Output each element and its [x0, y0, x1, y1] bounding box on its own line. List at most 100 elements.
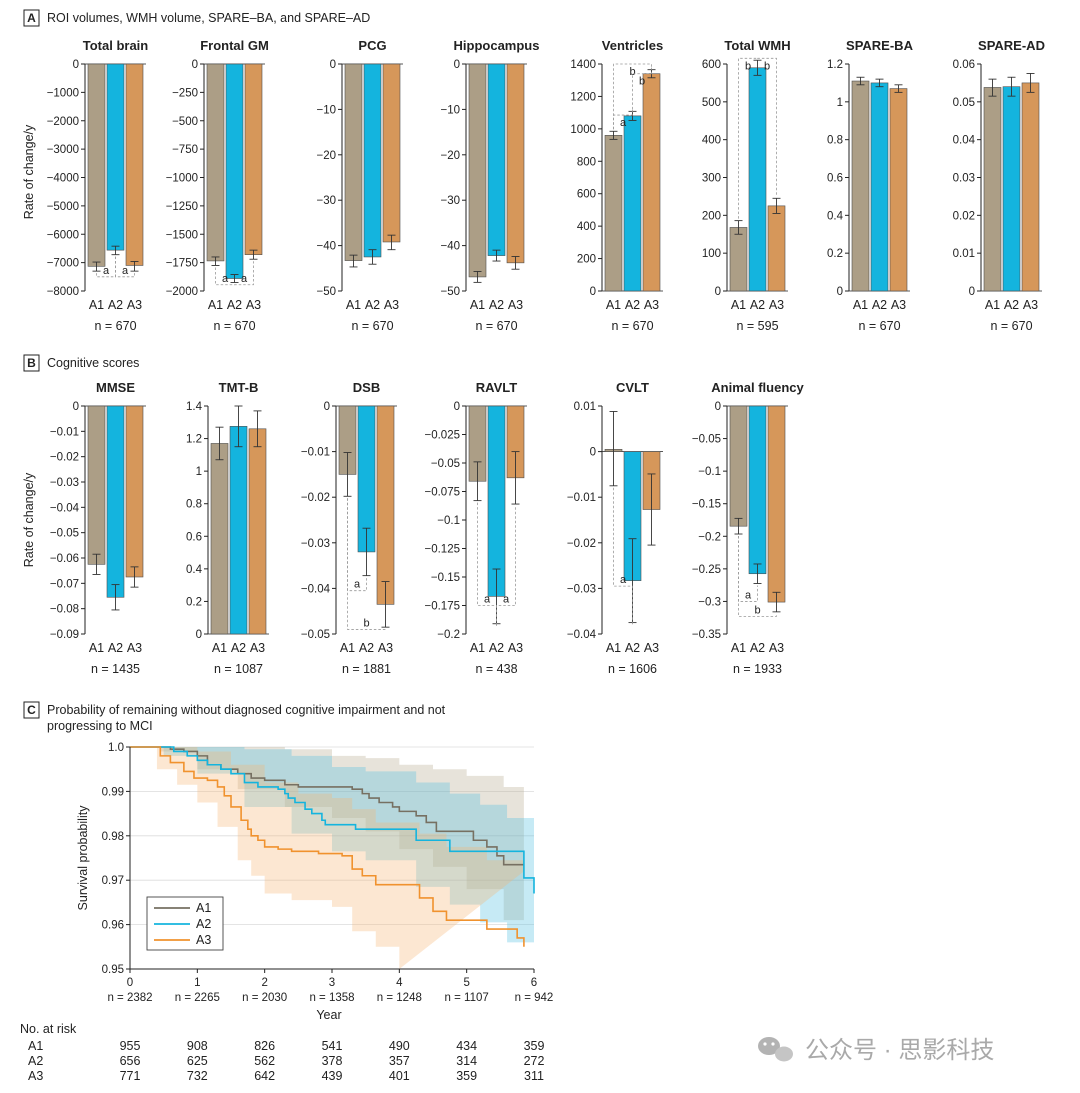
panel-b-header: B Cognitive scores: [23, 354, 139, 372]
chart-title-hippocampus: Hippocampus: [454, 38, 540, 53]
x-tick-label-a1: A1: [985, 298, 1000, 312]
y-tick-label: 0.8: [827, 135, 843, 147]
watermark: 公众号 · 思影科技: [758, 1037, 994, 1064]
y-tick-label: 800: [577, 156, 596, 168]
y-tick-label: −0.175: [425, 601, 461, 613]
x-tick-label: 3: [329, 977, 335, 989]
bar-a2: [106, 405, 125, 598]
x-tick-label: 2: [261, 977, 267, 989]
bar-a1: [604, 135, 623, 292]
bracket-line: [234, 261, 254, 286]
bar-a1: [344, 63, 363, 261]
x-tick-label-a2: A2: [365, 298, 380, 312]
chart-spare-ad: SPARE-AD 0 0.01 0.02 0.03 0.04 0.05 0.06 A1 A2 A3 n…: [953, 38, 1045, 333]
error-bar-a1: [349, 254, 358, 268]
bracket-line: [613, 63, 652, 130]
bracket-label: b: [754, 604, 760, 616]
n-label-dsb: n = 1881: [342, 662, 391, 676]
n-label-tmt-b: n = 1087: [214, 662, 263, 676]
bracket-label: a: [241, 273, 248, 285]
x-tick-label-a2: A2: [625, 641, 640, 655]
n-label-ravlt: n = 438: [475, 662, 517, 676]
bar-a2: [748, 405, 767, 575]
bar-a3: [767, 205, 786, 292]
bar-a1: [729, 405, 748, 527]
y-tick-label: −0.03: [50, 477, 79, 489]
y-tick-label: 0: [590, 286, 596, 298]
y-axis-label: Survival probability: [76, 805, 90, 911]
y-tick-label: 0: [715, 401, 721, 413]
y-tick-label: 0.05: [953, 97, 975, 109]
y-tick-label: −30: [316, 195, 336, 207]
chart-title-spare-ba: SPARE-BA: [846, 38, 914, 53]
error-bar-a3: [772, 591, 781, 613]
risk-cell: 359: [456, 1069, 477, 1083]
chart-title-dsb: DSB: [353, 380, 380, 395]
n-label-total-brain: n = 670: [94, 319, 136, 333]
y-tick-label: 0.98: [102, 831, 124, 843]
panel-b-ylabel: Rate of change/y: [22, 472, 36, 567]
error-bar-a3: [387, 234, 396, 251]
chart-ravlt: RAVLT 0 −0.025 −0.05 −0.075 −0.1 −0.125 −0.15 −0…: [425, 380, 527, 676]
y-tick-label: 0.01: [953, 248, 975, 260]
x-tick-label: 0: [127, 977, 133, 989]
n-label-mmse: n = 1435: [91, 662, 140, 676]
risk-cell: 314: [456, 1054, 477, 1068]
risk-cell: 311: [524, 1069, 544, 1083]
y-tick-label: −7000: [47, 258, 79, 270]
significance-bracket: a: [613, 487, 633, 625]
x-tick-label: 6: [531, 977, 537, 989]
x-tick-label-a1: A1: [346, 298, 361, 312]
bracket-label: b: [764, 60, 770, 72]
bar-a2: [487, 63, 506, 256]
error-bar-a1: [988, 78, 997, 97]
y-tick-label: −0.01: [50, 426, 79, 438]
bracket-label: a: [503, 594, 510, 606]
x-tick-label: 5: [463, 977, 469, 989]
error-bar-a1: [609, 130, 618, 140]
y-tick-label: −0.01: [567, 492, 596, 504]
panel-b-title: Cognitive scores: [47, 356, 139, 370]
y-tick-label: −20: [316, 150, 336, 162]
x-tick-label-a3: A3: [384, 298, 399, 312]
n-label-animal-fluency: n = 1933: [733, 662, 782, 676]
bracket-line: [738, 536, 777, 617]
significance-bracket: a: [613, 109, 633, 130]
bar-a2: [106, 63, 125, 251]
x-tick-label-a1: A1: [212, 641, 227, 655]
chart-title-ravlt: RAVLT: [476, 380, 517, 395]
risk-cell: 357: [389, 1054, 410, 1068]
bar-a3: [767, 405, 786, 603]
y-tick-label: 0: [192, 59, 198, 71]
x-tick-label-a2: A2: [625, 298, 640, 312]
n-label-pcg: n = 670: [351, 319, 393, 333]
significance-bracket: b: [757, 57, 777, 197]
error-bar-a2: [362, 527, 371, 577]
error-bar-a3: [772, 197, 781, 214]
bracket-label: b: [639, 76, 645, 88]
x-tick-label-a3: A3: [769, 641, 784, 655]
x-tick-label-a2: A2: [750, 298, 765, 312]
bar-a2: [225, 63, 244, 279]
bar-a1: [729, 227, 748, 292]
x-tick-label-a3: A3: [508, 298, 523, 312]
risk-cell: 272: [524, 1054, 545, 1068]
y-tick-label: −0.02: [301, 492, 330, 504]
x-tick-label-a3: A3: [378, 641, 393, 655]
y-tick-label: −4000: [47, 173, 79, 185]
y-tick-label: −0.125: [425, 544, 461, 556]
significance-bracket: a: [496, 506, 516, 626]
bar-a1: [983, 87, 1002, 292]
legend-label-a1: A1: [196, 901, 211, 915]
n-at-tick-label: n = 1358: [309, 992, 354, 1004]
bar-a2: [229, 426, 248, 635]
y-tick-label: −0.2: [698, 531, 721, 543]
error-bar-a3: [130, 261, 139, 272]
significance-bracket: a: [115, 256, 135, 278]
y-tick-label: 1000: [570, 124, 596, 136]
watermark-text: 公众号 · 思影科技: [805, 1037, 994, 1064]
error-bar-a3: [253, 410, 262, 448]
y-tick-label: 1.0: [108, 742, 124, 754]
y-tick-label: −0.03: [567, 583, 596, 595]
